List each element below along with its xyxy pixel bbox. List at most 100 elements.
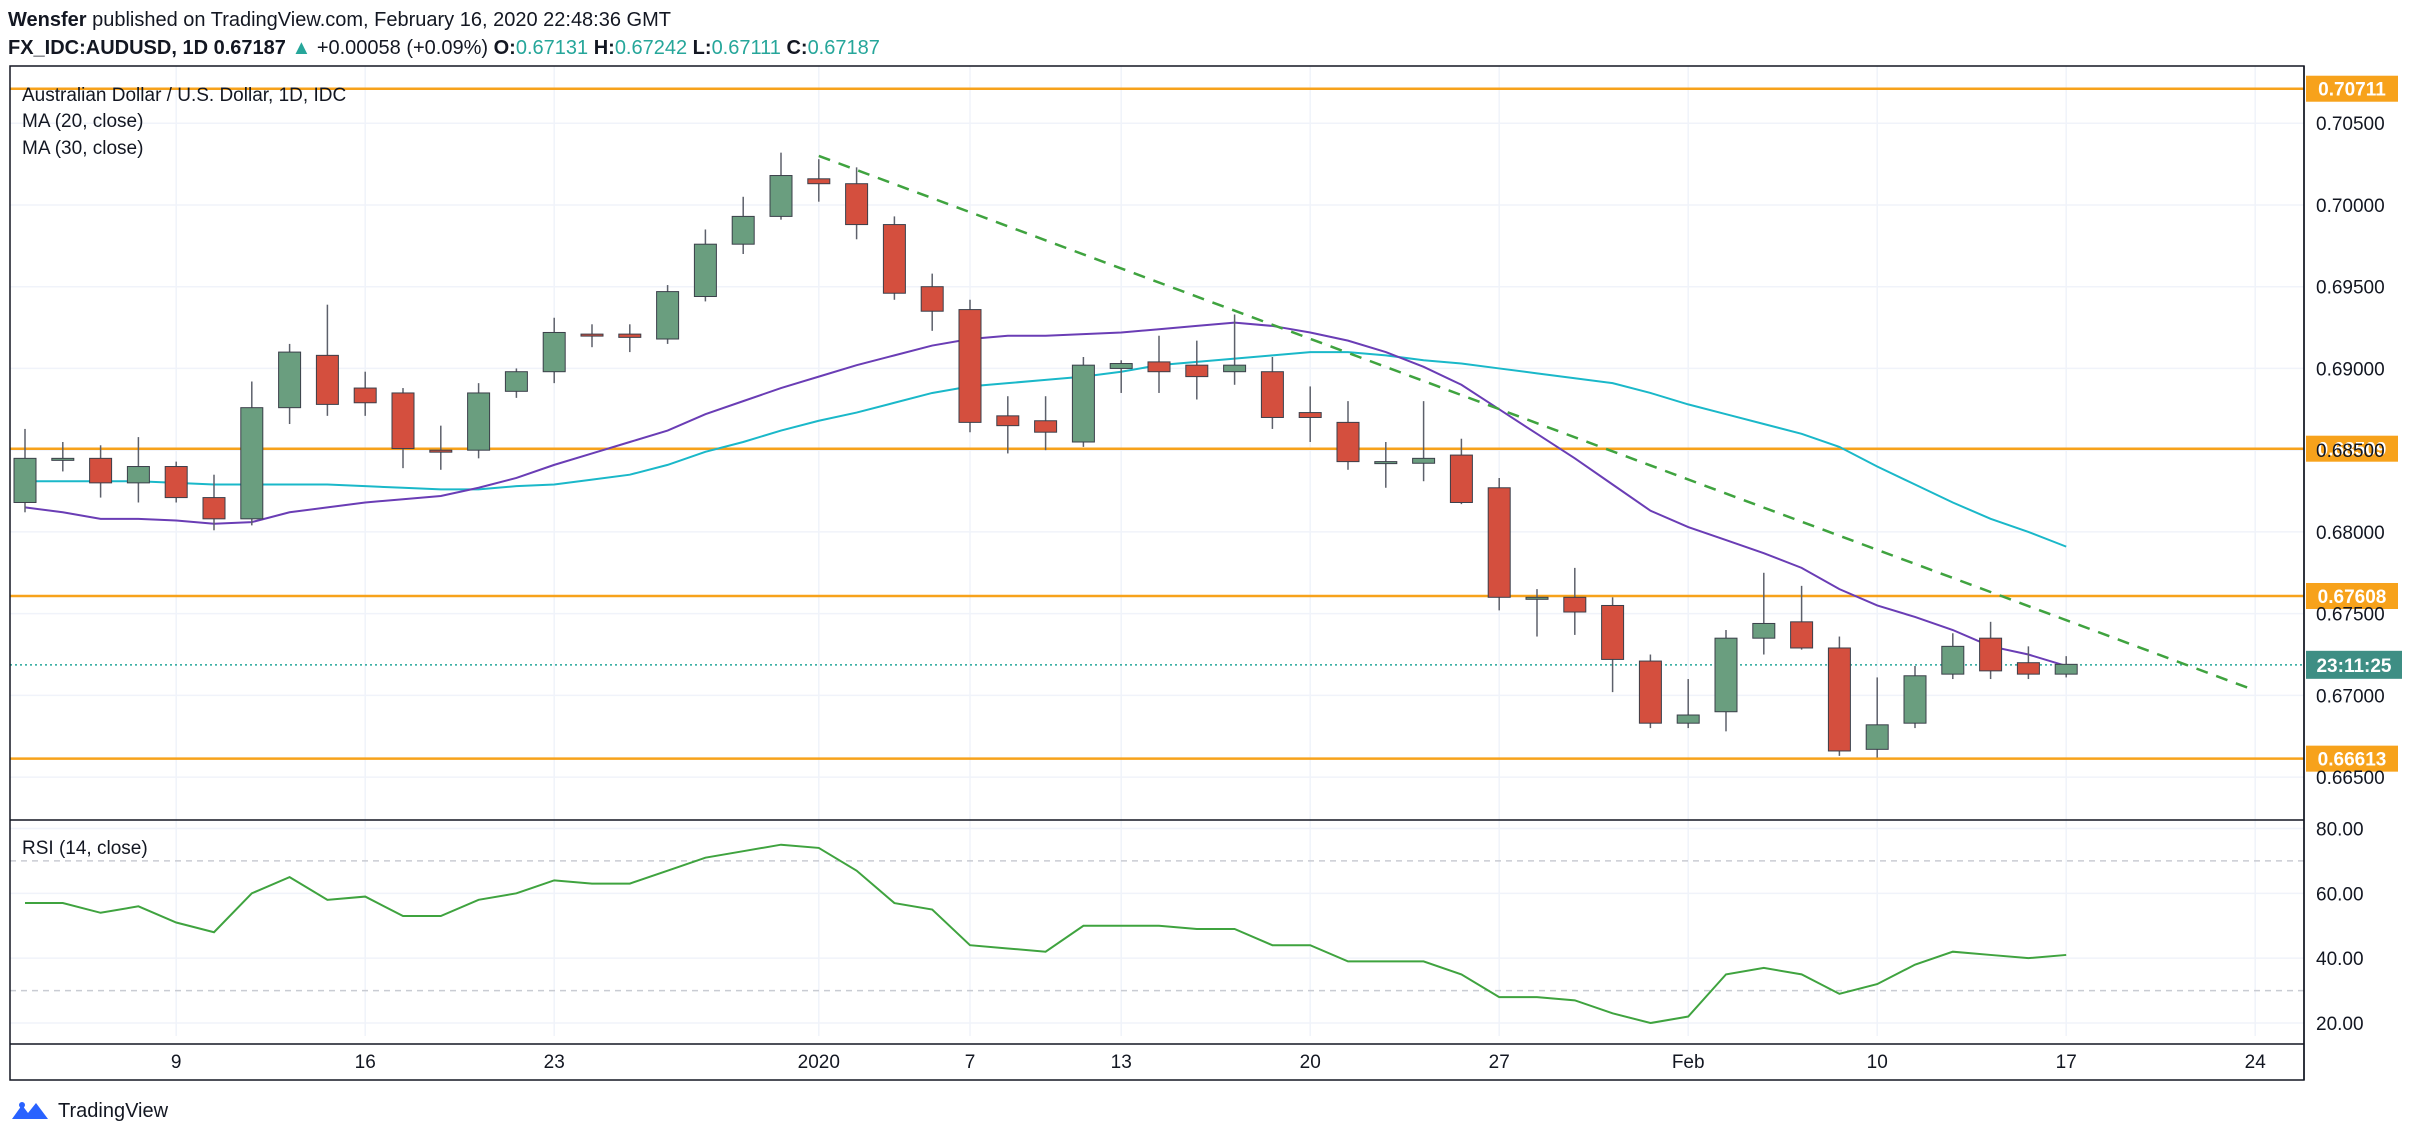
candle[interactable] — [958, 299, 982, 433]
candle[interactable] — [353, 371, 377, 416]
downtrend-line[interactable] — [818, 154, 2256, 692]
symbol-interval: FX_IDC:AUDUSD, 1D — [8, 37, 209, 59]
candle[interactable] — [1412, 401, 1436, 482]
candle[interactable] — [920, 273, 944, 331]
author-name[interactable]: Wensfer — [8, 9, 87, 31]
candle-body — [126, 466, 150, 484]
candle[interactable] — [51, 442, 75, 472]
x-tick-label: 20 — [1300, 1052, 1321, 1073]
y-tick-label: 0.68500 — [2316, 441, 2385, 462]
candle-body — [164, 466, 188, 499]
level-price-label-bg — [2306, 75, 2398, 102]
level-price-label: 0.67608 — [2318, 587, 2387, 608]
candle[interactable] — [1601, 597, 1625, 693]
level-price-label: 0.70711 — [2318, 80, 2386, 101]
close-label: C: — [786, 37, 808, 59]
y-tick-label: 0.70000 — [2316, 196, 2385, 217]
candle[interactable] — [1638, 654, 1662, 729]
candle[interactable] — [1374, 442, 1398, 488]
candle[interactable] — [1298, 386, 1322, 442]
candle-body — [1676, 714, 1700, 724]
candle[interactable] — [580, 324, 604, 348]
candle-body — [1374, 461, 1398, 465]
candle[interactable] — [1487, 477, 1511, 611]
candle[interactable] — [391, 388, 415, 469]
candle-body — [391, 392, 415, 450]
x-tick-label: 10 — [1867, 1052, 1888, 1073]
candle[interactable] — [996, 396, 1020, 454]
candle[interactable] — [1941, 633, 1965, 680]
x-tick-label: 2020 — [798, 1052, 840, 1073]
candle[interactable] — [1109, 360, 1133, 393]
candle[interactable] — [2054, 656, 2078, 678]
candle[interactable] — [807, 159, 831, 202]
candle[interactable] — [656, 285, 680, 344]
candle[interactable] — [202, 474, 226, 531]
low-label: L: — [692, 37, 712, 59]
ma30-line — [25, 351, 2067, 548]
candle[interactable] — [1827, 636, 1851, 756]
level-price-label-bg — [2306, 745, 2398, 772]
candle[interactable] — [731, 196, 755, 254]
candle[interactable] — [315, 304, 339, 416]
x-tick-label: 23 — [544, 1052, 565, 1073]
candle-body — [1827, 647, 1851, 752]
candle[interactable] — [542, 317, 566, 384]
candle-body — [1752, 622, 1776, 639]
candle[interactable] — [126, 437, 150, 503]
price-change: +0.00058 (+0.09%) — [316, 37, 489, 59]
candle-body — [542, 331, 566, 373]
level-price-label-bg — [2306, 582, 2398, 609]
level-price-label-bg — [2306, 435, 2398, 462]
candle[interactable] — [1336, 401, 1360, 470]
candle[interactable] — [769, 152, 793, 220]
candle[interactable] — [1790, 585, 1814, 650]
candle-body — [1563, 596, 1587, 613]
candle[interactable] — [1563, 567, 1587, 635]
candle[interactable] — [693, 229, 717, 302]
candle[interactable] — [429, 425, 453, 470]
candle[interactable] — [89, 445, 113, 498]
candle[interactable] — [882, 216, 906, 300]
candle[interactable] — [618, 324, 642, 353]
candle-body — [1714, 637, 1738, 713]
candle-body — [1903, 675, 1927, 724]
candle[interactable] — [2016, 646, 2040, 680]
candle[interactable] — [504, 368, 528, 398]
footer-brand[interactable]: TradingView — [58, 1099, 169, 1122]
candle[interactable] — [1223, 314, 1247, 385]
candle[interactable] — [467, 383, 491, 459]
candle[interactable] — [1676, 679, 1700, 729]
x-tick-label: 27 — [1489, 1052, 1510, 1073]
candle[interactable] — [1903, 665, 1927, 729]
candle[interactable] — [278, 343, 302, 425]
candle[interactable] — [1525, 589, 1549, 637]
candle[interactable] — [1714, 630, 1738, 732]
candle[interactable] — [845, 167, 869, 240]
x-tick-label: Feb — [1672, 1052, 1705, 1073]
candle-body — [278, 351, 302, 409]
candle-body — [1525, 596, 1549, 600]
candle[interactable] — [1071, 356, 1095, 447]
y-tick-label: 0.70500 — [2316, 114, 2385, 135]
candle[interactable] — [1865, 677, 1889, 758]
candle[interactable] — [1260, 356, 1284, 429]
rsi-tick-label: 80.00 — [2316, 819, 2364, 840]
candle[interactable] — [1147, 335, 1171, 393]
candle-body — [315, 354, 339, 405]
candle-body — [693, 243, 717, 298]
candle[interactable] — [1449, 438, 1473, 505]
candle[interactable] — [13, 428, 37, 513]
candle[interactable] — [1979, 621, 2003, 680]
candle[interactable] — [1185, 340, 1209, 400]
candle[interactable] — [1752, 572, 1776, 655]
candle[interactable] — [1034, 396, 1058, 451]
high-label: H: — [593, 37, 615, 59]
candle[interactable] — [240, 381, 264, 526]
candle-body — [1109, 363, 1133, 369]
legend-ma20: MA (20, close) — [22, 111, 143, 132]
x-tick-label: 13 — [1111, 1052, 1132, 1073]
candle[interactable] — [164, 461, 188, 503]
